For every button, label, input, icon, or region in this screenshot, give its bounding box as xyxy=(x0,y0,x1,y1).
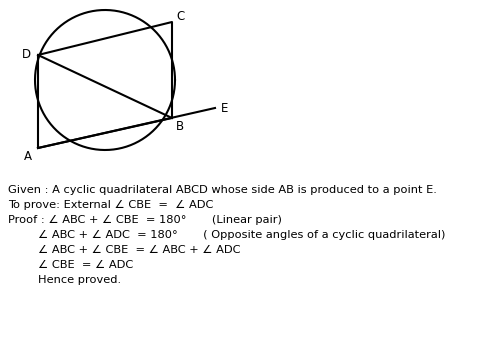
Text: A: A xyxy=(24,149,32,163)
Text: B: B xyxy=(176,120,184,132)
Text: D: D xyxy=(21,48,31,62)
Text: ∠ CBE  = ∠ ADC: ∠ CBE = ∠ ADC xyxy=(38,260,133,270)
Text: ∠ ABC + ∠ ADC  = 180°       ( Opposite angles of a cyclic quadrilateral): ∠ ABC + ∠ ADC = 180° ( Opposite angles o… xyxy=(38,230,445,240)
Text: To prove: External ∠ CBE  =  ∠ ADC: To prove: External ∠ CBE = ∠ ADC xyxy=(8,200,213,210)
Text: E: E xyxy=(221,101,229,115)
Text: Proof : ∠ ABC + ∠ CBE  = 180°       (Linear pair): Proof : ∠ ABC + ∠ CBE = 180° (Linear pai… xyxy=(8,215,282,225)
Text: ∠ ABC + ∠ CBE  = ∠ ABC + ∠ ADC: ∠ ABC + ∠ CBE = ∠ ABC + ∠ ADC xyxy=(38,245,241,255)
Text: Given : A cyclic quadrilateral ABCD whose side AB is produced to a point E.: Given : A cyclic quadrilateral ABCD whos… xyxy=(8,185,437,195)
Text: C: C xyxy=(176,9,184,23)
Text: Hence proved.: Hence proved. xyxy=(38,275,121,285)
